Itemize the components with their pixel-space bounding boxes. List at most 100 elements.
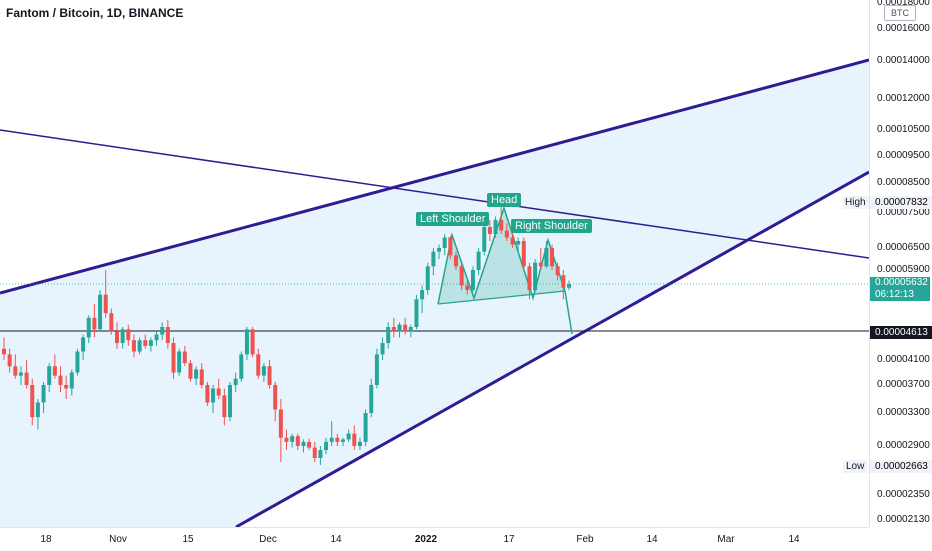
candle-body	[52, 366, 57, 376]
left-shoulder-label[interactable]: Left Shoulder	[416, 212, 490, 226]
candle-body	[397, 324, 402, 332]
time-axis[interactable]: 18 Nov 15 Dec 14 2022 17 Feb 14 Mar 14	[0, 527, 869, 551]
price-axis-label: 0.00002350	[877, 489, 930, 500]
chart-plot-area[interactable]: Fantom / Bitcoin, 1D, BINANCE Left Shoul…	[0, 0, 869, 527]
candle-body	[194, 369, 199, 379]
time-axis-label: 14	[788, 534, 800, 545]
candle-body	[425, 266, 430, 291]
candle-body	[261, 366, 266, 376]
candle-body	[154, 334, 159, 341]
candle-body	[329, 437, 334, 442]
candle-body	[403, 324, 408, 332]
high-label: High	[842, 196, 869, 209]
candle-body	[188, 363, 193, 379]
price-axis-label: 0.00005900	[877, 264, 930, 275]
candle-body	[148, 340, 153, 346]
price-axis-label: 0.00004100	[877, 354, 930, 365]
candle-body	[561, 275, 566, 288]
candle-body	[437, 248, 442, 252]
candle-body	[228, 385, 232, 418]
candle-body	[239, 354, 244, 379]
candle-body	[256, 354, 261, 376]
candle-body	[335, 437, 340, 442]
candle-body	[222, 395, 227, 418]
candle-body	[521, 241, 526, 267]
candle-body	[550, 248, 555, 267]
candle-body	[391, 326, 396, 332]
candle-body	[165, 326, 170, 344]
candle-body	[487, 227, 492, 234]
candle-body	[555, 266, 560, 276]
candle-body	[171, 343, 176, 373]
time-axis-label: Mar	[717, 534, 735, 545]
current-price-badge: 0.00005632 06:12:13	[870, 277, 930, 301]
candle-body	[131, 340, 136, 352]
head-label[interactable]: Head	[487, 193, 522, 207]
candle-body	[86, 317, 91, 338]
price-axis-label: 0.00006500	[877, 242, 930, 253]
candle-body	[24, 372, 29, 385]
candle-body	[301, 441, 306, 446]
candle-body	[504, 230, 509, 238]
candle-body	[544, 248, 549, 267]
candle-body	[369, 385, 374, 413]
candle-body	[465, 285, 470, 291]
channel-lower-trendline[interactable]	[235, 170, 869, 527]
candle-body	[278, 409, 283, 438]
candle-body	[109, 313, 114, 332]
channel-upper-trendline[interactable]	[0, 58, 869, 295]
price-axis-label: 0.00014000	[877, 55, 930, 66]
candle-body	[137, 340, 142, 352]
time-axis-label: 14	[330, 534, 342, 545]
price-axis-label: 0.00012000	[877, 93, 930, 104]
currency-label[interactable]: BTC	[884, 5, 916, 21]
candle-body	[295, 436, 300, 446]
high-value: 0.00007832	[870, 196, 932, 209]
time-axis-label: 18	[40, 534, 52, 545]
time-axis-label: Feb	[576, 534, 594, 545]
neckline[interactable]	[437, 290, 566, 305]
candle-body	[527, 266, 532, 291]
descending-trendline[interactable]	[0, 129, 869, 259]
candle-body	[143, 340, 148, 346]
low-value: 0.00002663	[870, 460, 932, 473]
time-axis-label: Dec	[259, 534, 277, 545]
candle-body	[307, 441, 312, 448]
candle-body	[81, 337, 86, 352]
candlestick-series	[2, 202, 571, 465]
time-axis-label: 2022	[414, 534, 438, 545]
candle-body	[482, 227, 487, 252]
candle-body	[470, 270, 475, 291]
projection-line[interactable]	[564, 290, 573, 335]
candle-body	[7, 354, 12, 367]
horizontal-line-price-badge: 0.00004613	[870, 326, 932, 339]
right-shoulder-label[interactable]: Right Shoulder	[511, 219, 592, 233]
candle-body	[35, 402, 40, 418]
candle-body	[374, 354, 379, 385]
candle-body	[533, 262, 538, 291]
candle-body	[115, 331, 119, 344]
candle-body	[459, 266, 464, 286]
price-axis-label: 0.00002130	[877, 514, 930, 525]
candle-body	[284, 437, 289, 442]
candle-body	[18, 372, 23, 376]
candle-body	[476, 251, 481, 270]
candle-body	[318, 450, 323, 458]
candle-body	[98, 294, 103, 330]
candle-body	[386, 326, 391, 344]
candle-body	[352, 433, 357, 446]
candle-body	[442, 237, 447, 248]
candle-body	[199, 369, 204, 385]
low-label: Low	[843, 460, 868, 473]
price-axis[interactable]: 0.00018000 0.00016000 0.00014000 0.00012000…	[869, 0, 932, 527]
candle-body	[233, 378, 238, 385]
candle-body	[216, 388, 221, 396]
head-and-shoulders-pattern[interactable]	[437, 205, 566, 305]
price-chart[interactable]	[0, 0, 869, 527]
candle-body	[211, 388, 216, 403]
candle-body	[357, 441, 362, 446]
price-axis-label: 0.00016000	[877, 23, 930, 34]
price-axis-label: 0.00003300	[877, 407, 930, 418]
candle-body	[267, 366, 272, 385]
candle-body	[13, 366, 18, 376]
